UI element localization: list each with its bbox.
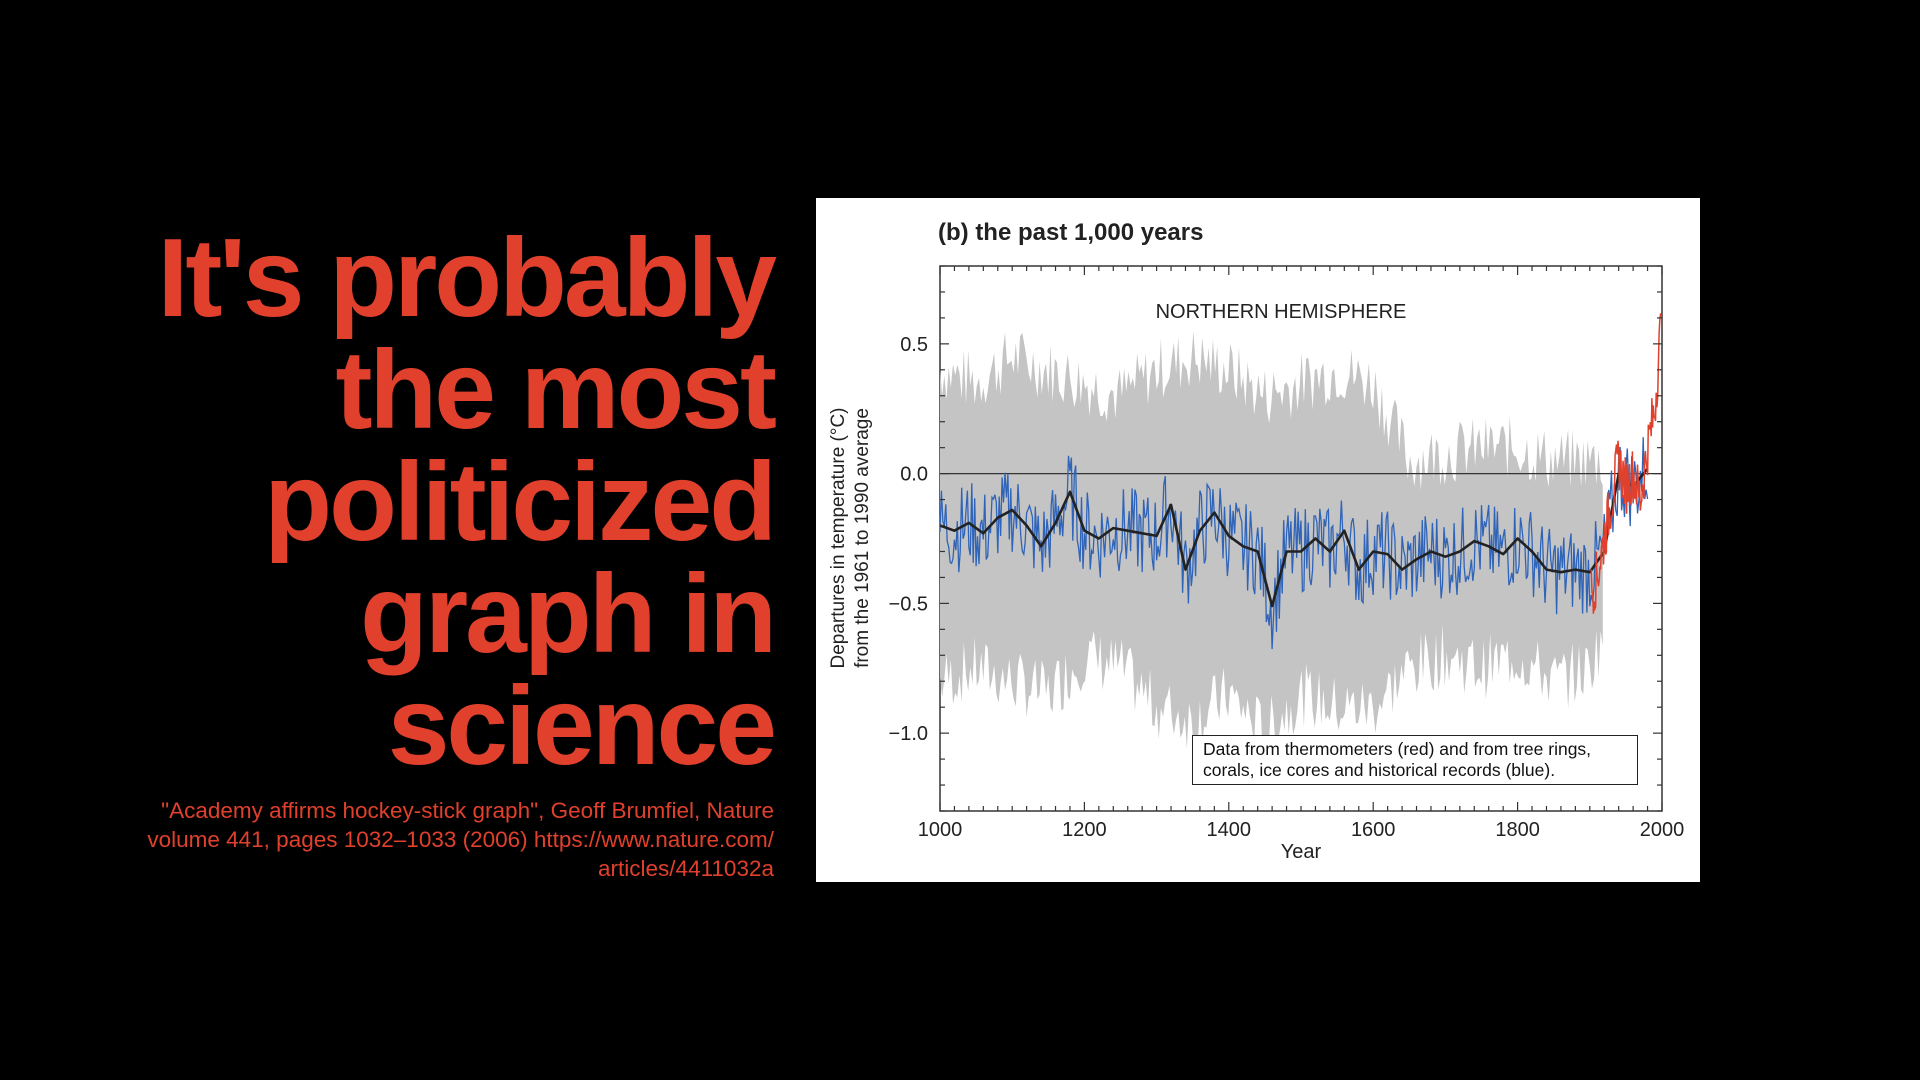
x-tick-label: 1000 [918,819,963,841]
chart-legend: Data from thermometers (red) and from tr… [1192,735,1638,785]
citation-line-1: "Academy affirms hockey-stick graph", Ge… [161,798,774,823]
headline-line-2: the most [335,328,777,452]
legend-line-2: corals, ice cores and historical records… [1203,760,1556,780]
headline-line-1: It's probably [157,216,778,340]
y-axis-label-line-2: from the 1961 to 1990 average [852,408,873,668]
y-tick-label: −0.5 [889,593,928,615]
x-tick-label: 1400 [1207,819,1252,841]
smoothed-layer [939,467,1649,608]
uncertainty-band [940,331,1603,758]
headline-line-4: graph in [360,552,777,676]
chart-panel: (b) the past 1,000 years 1000 1200 1400 160… [816,198,1700,882]
headline-line-5: science [387,664,777,788]
chart-title: (b) the past 1,000 years [938,219,1203,246]
thermometer-layer [1590,313,1662,614]
x-axis-label: Year [1281,841,1322,863]
y-axis-label-line-1: Departures in temperature (°C) [828,407,849,668]
citation-line-3: articles/4411032a [598,856,774,881]
smoothed-line [939,467,1649,608]
legend-line-1: Data from thermometers (red) and from tr… [1203,739,1592,759]
uncertainty-band-layer [940,331,1603,758]
y-tick-label: −1.0 [889,723,928,745]
thermometer-line [1590,313,1662,614]
y-tick-label: 0.5 [900,334,928,356]
hockey-stick-chart: (b) the past 1,000 years 1000 1200 1400 160… [828,219,1685,863]
headline-line-3: politicized [264,440,777,564]
northern-hemisphere-label: NORTHERN HEMISPHERE [1156,301,1407,323]
citation-line-2: volume 441, pages 1032–1033 (2006) https… [147,827,774,852]
x-tick-label: 1800 [1495,819,1540,841]
headline: It's probably the most politicized graph… [14,216,778,788]
x-tick-label: 1200 [1062,819,1107,841]
proxy-annual-line [939,437,1649,650]
x-tick-label: 1600 [1351,819,1396,841]
proxy-annual-layer [939,437,1649,650]
citation: "Academy affirms hockey-stick graph", Ge… [14,796,774,883]
y-tick-label: 0.0 [900,464,928,486]
axis-ticks: 1000 1200 1400 1600 1800 2000 0.5 0.0 −0.5 −1.0 [889,265,1685,841]
x-tick-label: 2000 [1640,819,1685,841]
